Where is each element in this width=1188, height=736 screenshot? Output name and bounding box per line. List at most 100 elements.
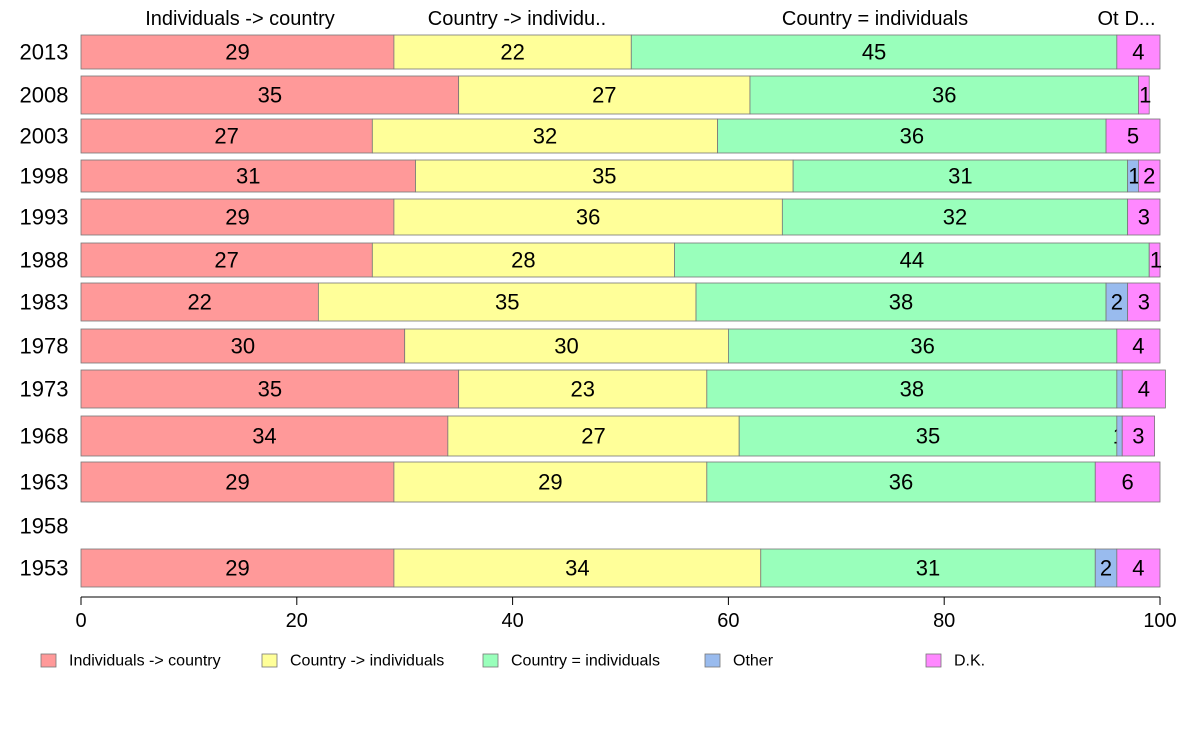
- legend-label: D.K.: [954, 653, 985, 670]
- year-label: 1973: [20, 377, 69, 402]
- year-label: 1993: [20, 205, 69, 230]
- data-label: 35: [916, 424, 940, 449]
- data-label: 38: [889, 290, 913, 315]
- bar-segment: [674, 242, 1150, 278]
- x-tick-label: 80: [933, 610, 955, 632]
- data-label: 30: [231, 334, 255, 359]
- bar-segment: [80, 328, 406, 364]
- bar-segment: [80, 198, 395, 236]
- legend-label: Other: [733, 653, 774, 670]
- data-label: 36: [889, 470, 913, 495]
- bar-segment: [80, 118, 373, 154]
- bar-segment: [706, 369, 1118, 409]
- data-label: 27: [592, 83, 616, 108]
- data-label: 2: [1111, 290, 1123, 315]
- bar-segment: [717, 118, 1107, 154]
- data-label: 34: [252, 424, 276, 449]
- data-label: 36: [932, 83, 956, 108]
- bar-segment: [728, 328, 1118, 364]
- bar-segment: [1148, 242, 1161, 278]
- bar-segment: [1121, 415, 1156, 457]
- bar-segment: [1138, 159, 1161, 193]
- bar-segment: [80, 159, 416, 193]
- bar-segment: [371, 242, 675, 278]
- data-label: 32: [533, 124, 557, 149]
- x-tick-label: 100: [1143, 610, 1176, 632]
- bar-segment: [1127, 282, 1161, 322]
- x-axis: 0 20 40 60 80 100: [75, 596, 1177, 632]
- data-label: 35: [592, 164, 616, 189]
- data-label: 5: [1127, 124, 1139, 149]
- bar-segment: [80, 282, 319, 322]
- year-label: 1968: [20, 424, 69, 449]
- data-label: 1: [1139, 83, 1151, 108]
- data-label: 3: [1138, 290, 1150, 315]
- legend-label: Country = individuals: [511, 653, 660, 670]
- top-label: Ot: [1097, 8, 1119, 30]
- bar-segment: [80, 34, 395, 70]
- data-label: 31: [236, 164, 260, 189]
- bar-segment: [630, 34, 1118, 70]
- data-label: 27: [214, 248, 238, 273]
- bar-segment: [393, 461, 708, 503]
- data-label: 35: [258, 377, 282, 402]
- year-label: 2008: [20, 83, 69, 108]
- bar-segment: [1116, 415, 1123, 457]
- data-label: 27: [214, 124, 238, 149]
- data-label: 30: [554, 334, 578, 359]
- data-label: 4: [1132, 334, 1144, 359]
- data-label: 27: [581, 424, 605, 449]
- data-label: 1: [1150, 248, 1162, 273]
- top-label: Individuals -> country: [145, 8, 335, 30]
- data-label: 29: [225, 40, 249, 65]
- data-label: 34: [565, 556, 589, 581]
- data-label: 4: [1132, 556, 1144, 581]
- bar-segment: [80, 415, 449, 457]
- legend-swatch: [40, 653, 57, 668]
- bar-segment: [458, 75, 751, 115]
- x-tick-label: 20: [286, 610, 308, 632]
- year-label: 1953: [20, 556, 69, 581]
- bar-segment: [371, 118, 719, 154]
- bar-segment: [738, 415, 1118, 457]
- bar-segment: [1094, 461, 1161, 503]
- data-label: 31: [948, 164, 972, 189]
- data-label: 22: [500, 40, 524, 65]
- data-label: 38: [900, 377, 924, 402]
- bar-segment: [1121, 369, 1166, 409]
- legend-swatch: [704, 653, 721, 668]
- x-tick-label: 40: [501, 610, 523, 632]
- bar-segment: [447, 415, 740, 457]
- data-label: 29: [225, 205, 249, 230]
- bar-segment: [393, 548, 762, 588]
- bar-segment: [1138, 75, 1150, 115]
- year-labels: 2013 2008 2003 1998 1993 1988 1983 1978 1973 1968…: [20, 40, 69, 581]
- bar-segment: [749, 75, 1139, 115]
- top-label: Country = individuals: [782, 8, 968, 30]
- bar-segment: [80, 242, 373, 278]
- data-label: 36: [576, 205, 600, 230]
- legend-swatch: [925, 653, 942, 668]
- top-label: D...: [1124, 8, 1155, 30]
- x-tick-label: 0: [75, 610, 86, 632]
- bar-segment: [80, 75, 460, 115]
- bar-segment: [781, 198, 1129, 236]
- bars: 29 22 45 435 27 36 127 32 36 531 35 31 1 229 36 32 327 28…: [80, 34, 1166, 588]
- top-labels: Individuals -> country Country -> individ…: [145, 8, 1155, 30]
- year-label: 2003: [20, 124, 69, 149]
- bar-segment: [1116, 548, 1161, 588]
- data-label: 44: [900, 248, 924, 273]
- data-label: 23: [570, 377, 594, 402]
- data-label: 6: [1122, 470, 1134, 495]
- year-label: 1963: [20, 470, 69, 495]
- data-label: 36: [910, 334, 934, 359]
- year-label: 1988: [20, 248, 69, 273]
- legend-label: Individuals -> country: [69, 653, 221, 670]
- data-label: 2: [1100, 556, 1112, 581]
- bar-segment: [317, 282, 697, 322]
- bar-segment: [695, 282, 1107, 322]
- legend-label: Country -> individuals: [290, 653, 444, 670]
- data-label: 32: [943, 205, 967, 230]
- data-label: 1: [1128, 164, 1140, 189]
